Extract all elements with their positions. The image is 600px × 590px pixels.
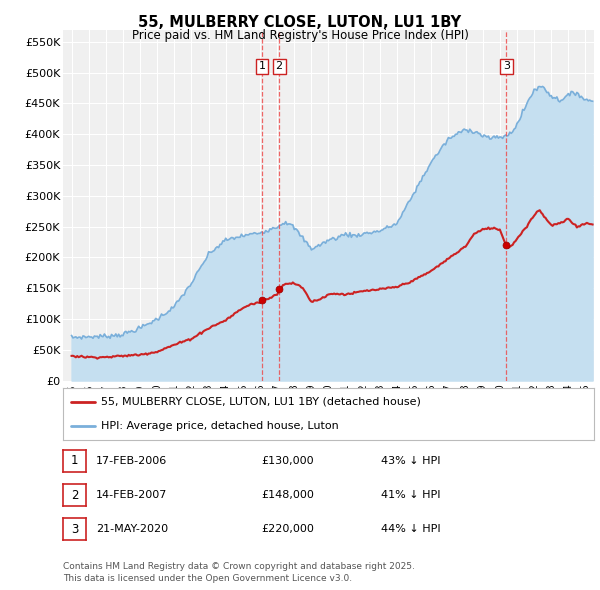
Text: £220,000: £220,000: [261, 525, 314, 534]
Text: £148,000: £148,000: [261, 490, 314, 500]
Text: 2: 2: [275, 61, 283, 71]
Text: £130,000: £130,000: [261, 456, 314, 466]
Text: Price paid vs. HM Land Registry's House Price Index (HPI): Price paid vs. HM Land Registry's House …: [131, 30, 469, 42]
Text: 1: 1: [259, 61, 266, 71]
Text: 1: 1: [71, 454, 78, 467]
Text: 55, MULBERRY CLOSE, LUTON, LU1 1BY (detached house): 55, MULBERRY CLOSE, LUTON, LU1 1BY (deta…: [101, 396, 421, 407]
Text: 3: 3: [503, 61, 510, 71]
Text: 41% ↓ HPI: 41% ↓ HPI: [381, 490, 440, 500]
Text: HPI: Average price, detached house, Luton: HPI: Average price, detached house, Luto…: [101, 421, 339, 431]
Text: 3: 3: [71, 523, 78, 536]
Text: 43% ↓ HPI: 43% ↓ HPI: [381, 456, 440, 466]
Text: Contains HM Land Registry data © Crown copyright and database right 2025.
This d: Contains HM Land Registry data © Crown c…: [63, 562, 415, 583]
Text: 2: 2: [71, 489, 78, 502]
Text: 14-FEB-2007: 14-FEB-2007: [96, 490, 167, 500]
Text: 21-MAY-2020: 21-MAY-2020: [96, 525, 168, 534]
Text: 55, MULBERRY CLOSE, LUTON, LU1 1BY: 55, MULBERRY CLOSE, LUTON, LU1 1BY: [139, 15, 461, 30]
Text: 17-FEB-2006: 17-FEB-2006: [96, 456, 167, 466]
Text: 44% ↓ HPI: 44% ↓ HPI: [381, 525, 440, 534]
